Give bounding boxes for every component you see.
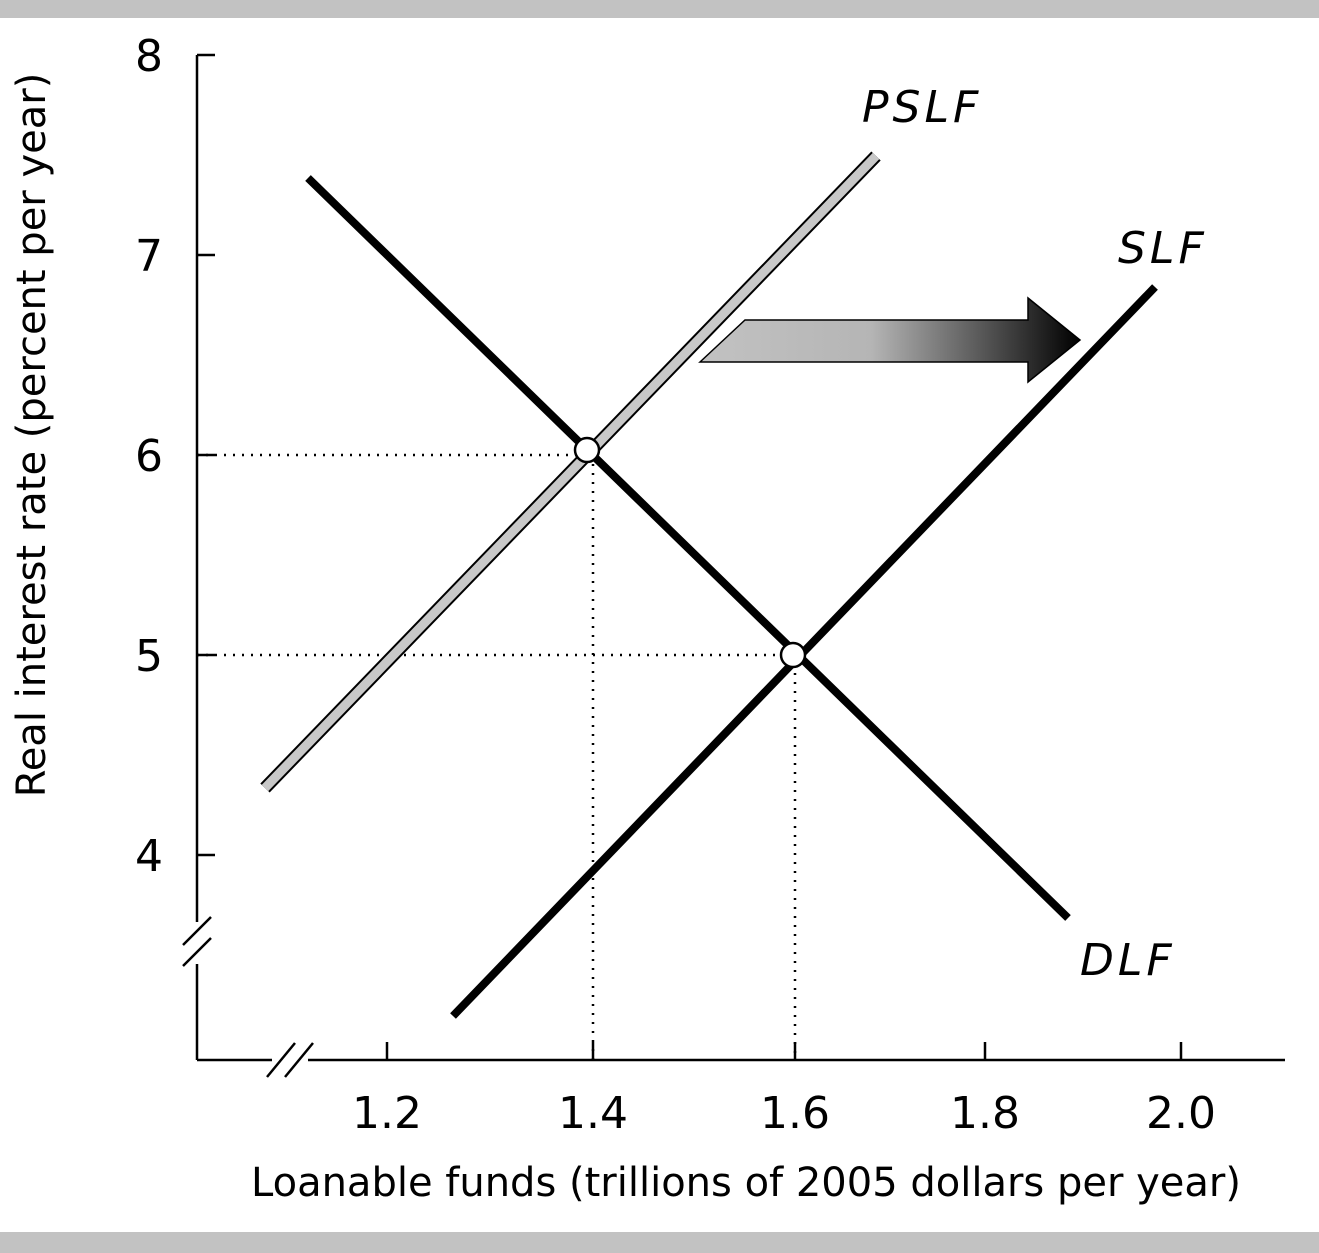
equilibrium-points [573, 436, 807, 669]
axes [182, 55, 1285, 1078]
equilibrium-point [779, 641, 807, 669]
y-axis-break-mark [182, 937, 212, 967]
curves [260, 151, 1158, 1019]
curve-label-dlf: DLF [1080, 935, 1176, 986]
curve-dlf [305, 175, 1071, 921]
bottom-frame-bar [0, 1232, 1319, 1253]
y-tick-label: 7 [135, 231, 163, 282]
x-tick-label: 1.4 [558, 1088, 628, 1139]
y-axis-break-mark [182, 916, 212, 946]
equilibrium-point [573, 436, 601, 464]
y-tick-label: 5 [135, 631, 163, 682]
x-tick-label: 1.2 [352, 1088, 422, 1139]
y-tick-label: 8 [135, 31, 163, 82]
guide-lines [197, 453, 797, 1060]
tick-labels: 4 5 6 7 8 1.2 1.4 1.6 1.8 2.0 [135, 31, 1216, 1139]
shift-arrow [698, 296, 1082, 384]
curve-pslf [261, 152, 880, 792]
x-tick-label: 2.0 [1146, 1088, 1216, 1139]
curve-label-pslf: PSLF [862, 82, 982, 133]
x-axis-title: Loanable funds (trillions of 2005 dollar… [251, 1160, 1241, 1206]
x-tick-label: 1.6 [760, 1088, 830, 1139]
curve-label-slf: SLF [1118, 223, 1208, 274]
y-tick-label: 6 [135, 431, 163, 482]
curve-labels: PSLF DLF SLF [862, 82, 1208, 986]
x-axis-break-mark [266, 1042, 296, 1078]
x-axis-break-mark [284, 1042, 314, 1078]
top-frame-bar [0, 0, 1319, 18]
x-tick-label: 1.8 [950, 1088, 1020, 1139]
y-axis-title: Real interest rate (percent per year) [9, 73, 55, 798]
y-tick-label: 4 [135, 831, 163, 882]
